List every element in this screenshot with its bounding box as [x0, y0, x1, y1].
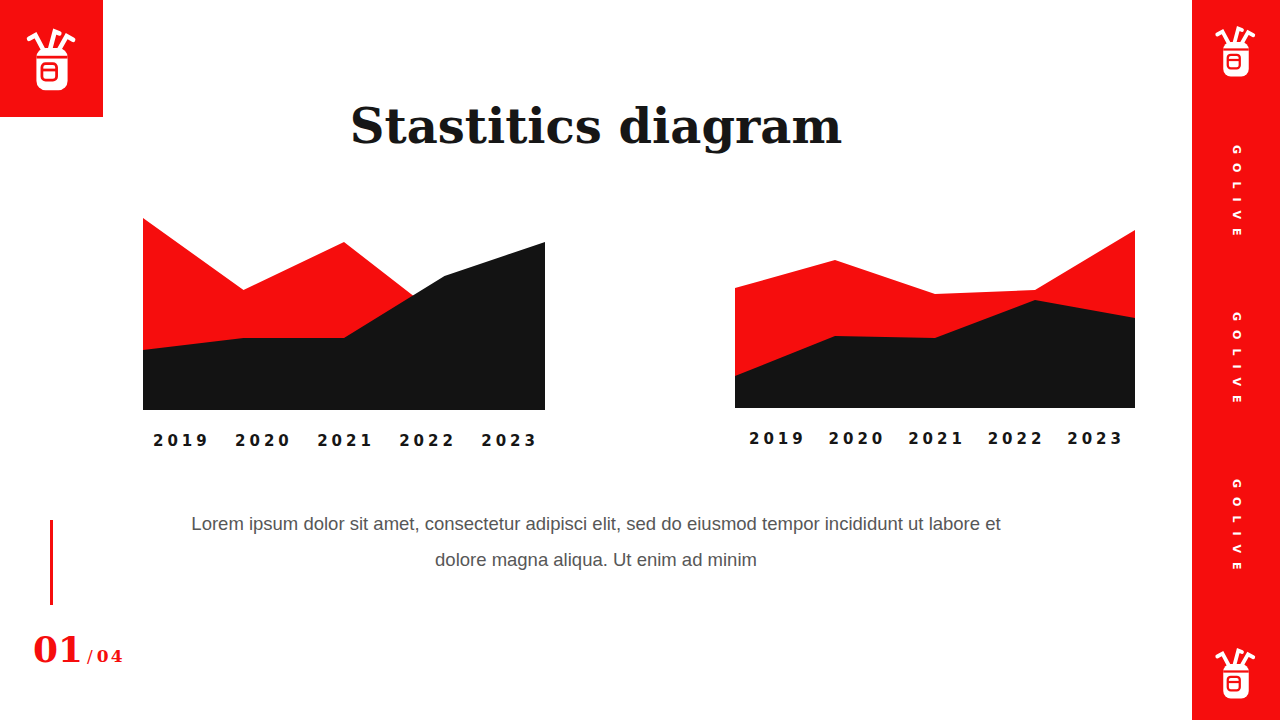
golf-bag-icon: [1213, 24, 1259, 78]
page-title: Stastitics diagram: [0, 98, 1192, 154]
page-number-total-value: 04: [97, 646, 125, 666]
brand-text-vertical: GOLIVE: [1231, 312, 1242, 412]
axis-label: 2023: [1067, 430, 1125, 448]
axis-label: 2021: [908, 430, 966, 448]
body-text-line: dolore magna aliqua. Ut enim ad minim: [0, 542, 1192, 578]
axis-label: 2020: [235, 432, 293, 450]
page-number-accent-line: [50, 520, 53, 605]
axis-label: 2022: [399, 432, 457, 450]
brand-text-vertical: GOLIVE: [1231, 145, 1242, 245]
area-chart-right: [735, 208, 1135, 408]
area-chart-left: [143, 210, 545, 410]
x-axis-right: 2019 2020 2021 2022 2023: [735, 430, 1135, 448]
brand-text-vertical: GOLIVE: [1231, 479, 1242, 579]
page-number-separator: /: [87, 646, 95, 666]
axis-label: 2019: [749, 430, 807, 448]
page-number: 01 /04: [33, 628, 125, 670]
golf-bag-icon: [1213, 646, 1259, 700]
presentation-slide: Stastitics diagram 20192020202120222023 …: [0, 0, 1280, 720]
axis-label: 2020: [829, 430, 887, 448]
page-number-total: /04: [87, 646, 124, 666]
axis-label: 2023: [481, 432, 539, 450]
body-text: Lorem ipsum dolor sit amet, consectetur …: [0, 506, 1192, 578]
x-axis-left: 2019 2020 2021 2022 2023: [143, 432, 545, 450]
sidebar: GOLIVE GOLIVE GOLIVE: [1192, 0, 1280, 720]
body-text-line: Lorem ipsum dolor sit amet, consectetur …: [0, 506, 1192, 542]
axis-label: 2021: [317, 432, 375, 450]
page-number-current: 01: [33, 628, 83, 670]
axis-label: 2022: [988, 430, 1046, 448]
axis-label: 2019: [153, 432, 211, 450]
golf-bag-icon: [24, 26, 80, 92]
